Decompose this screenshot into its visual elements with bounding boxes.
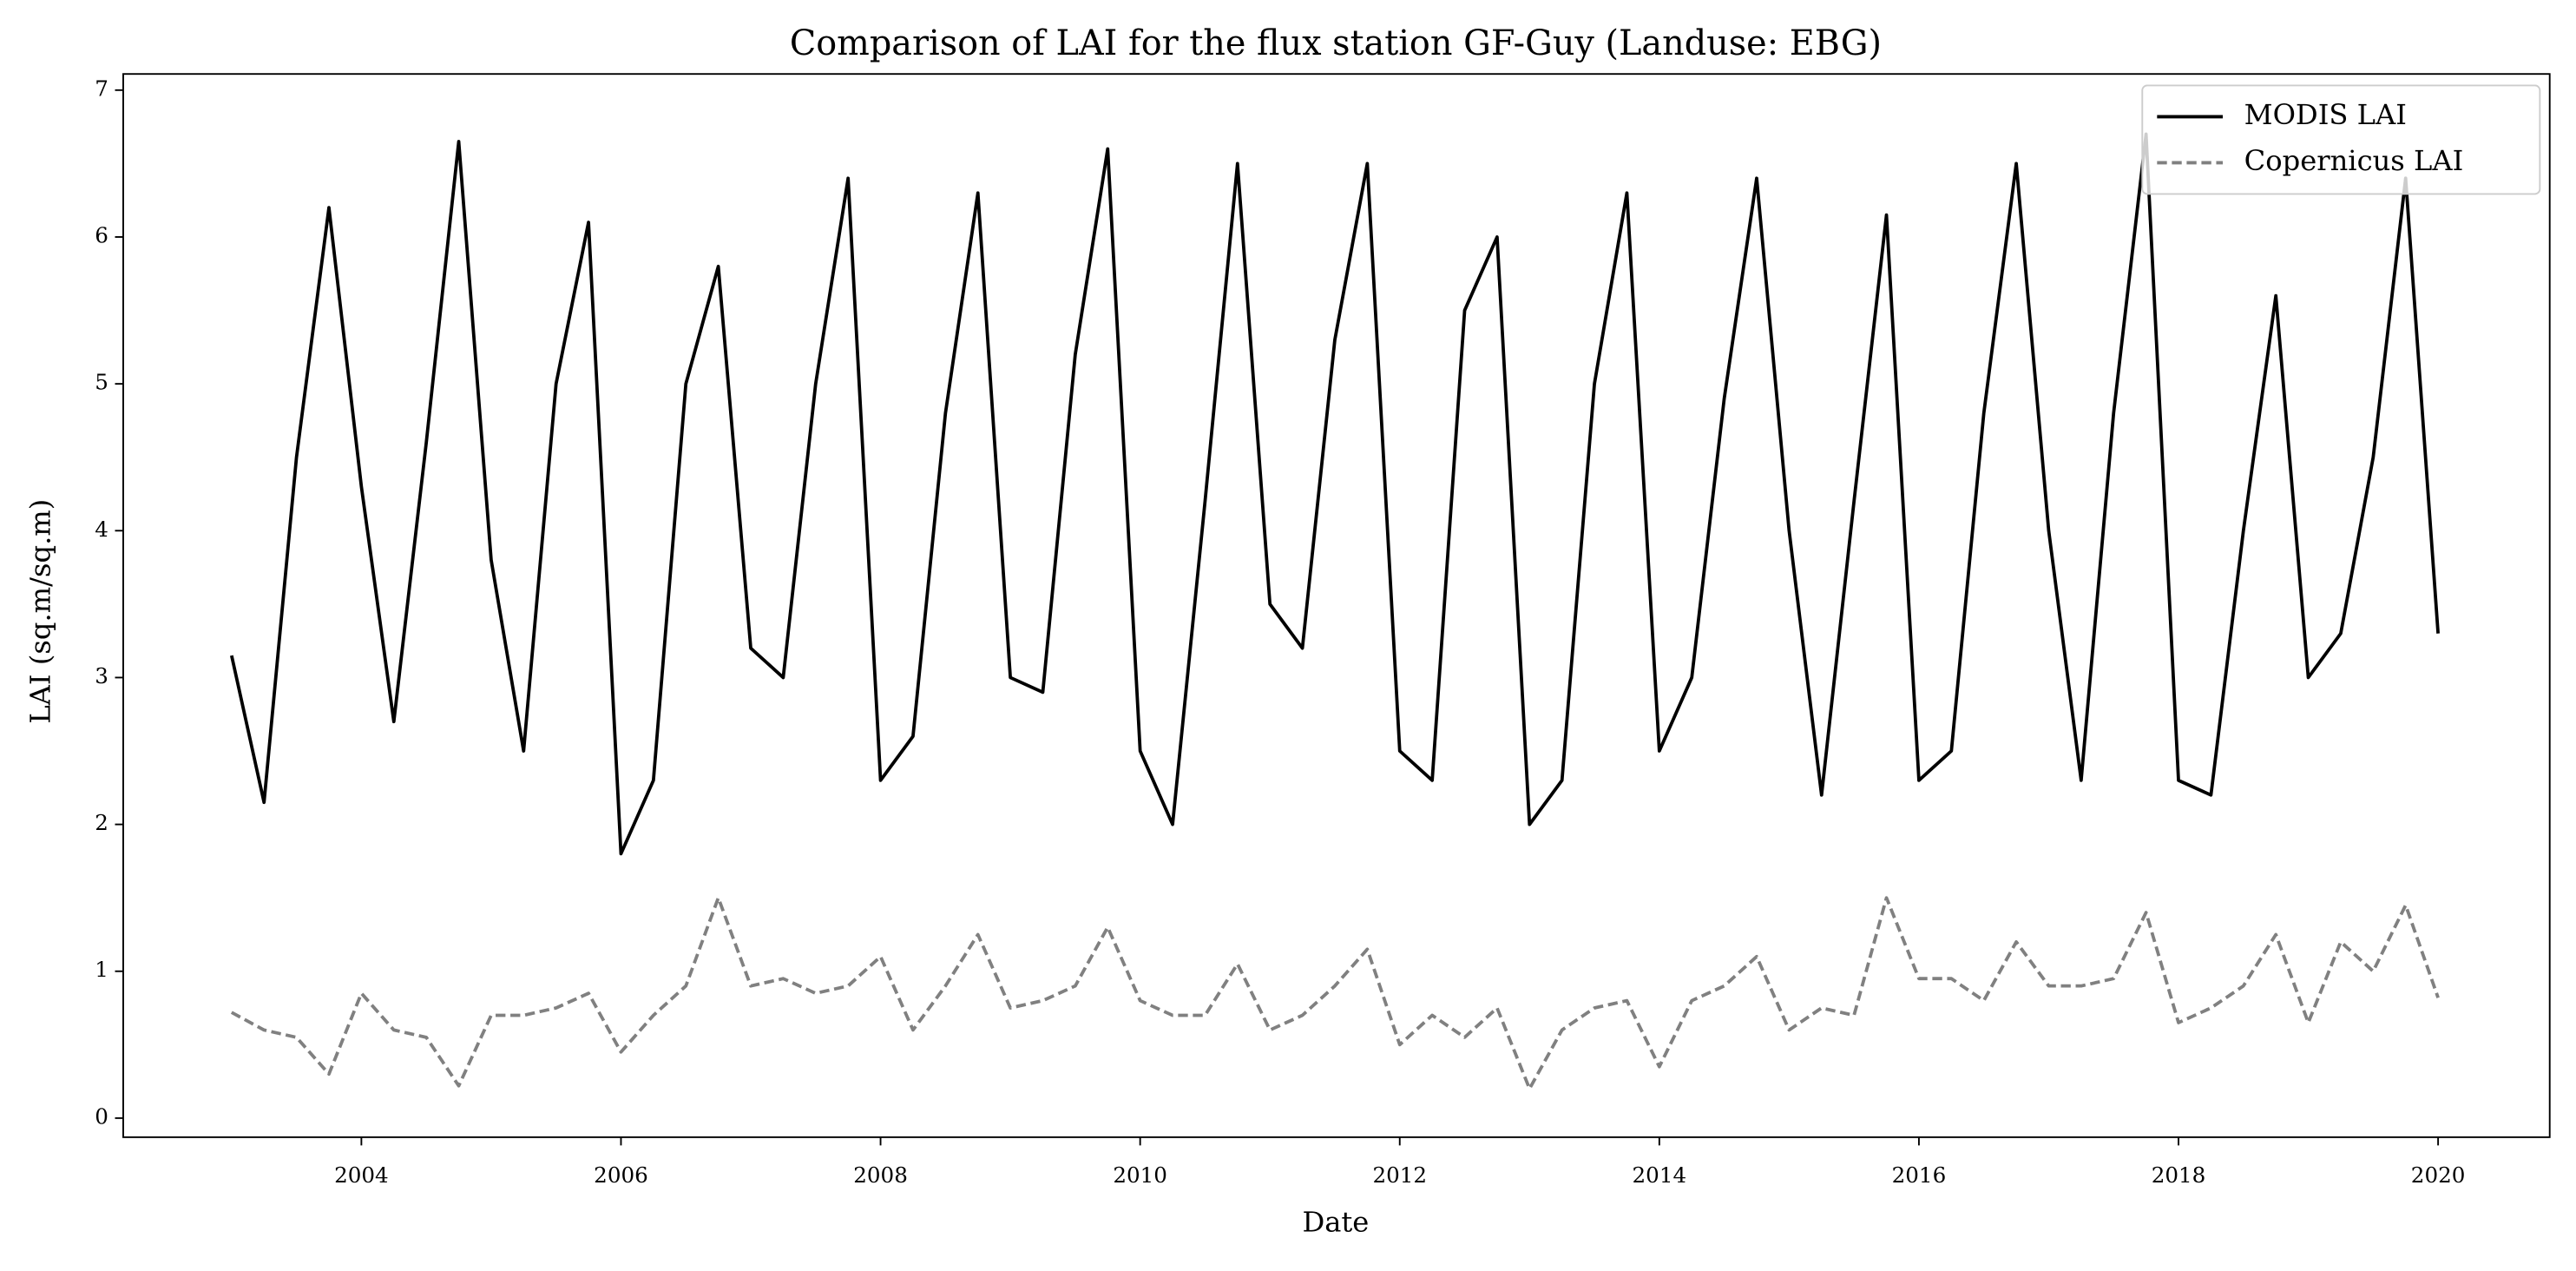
- x-tick-label: 2014: [1633, 1162, 1687, 1188]
- series-line: [229, 132, 2441, 856]
- y-tick-label: 3: [95, 663, 108, 688]
- x-tick-label: 2018: [2152, 1162, 2206, 1188]
- y-tick-label: 2: [95, 810, 108, 835]
- x-tick-label: 2006: [594, 1162, 648, 1188]
- plot-frame: [122, 73, 2551, 1138]
- x-tick-label: 2020: [2411, 1162, 2466, 1188]
- y-axis-label: LAI (sq.m/sq.m): [24, 499, 57, 724]
- series-line: [230, 896, 2440, 1090]
- legend-label: MODIS LAI: [2244, 98, 2407, 131]
- y-tick-label: 1: [95, 957, 108, 982]
- y-tick-label: 7: [95, 76, 108, 101]
- y-tick-label: 5: [95, 370, 108, 395]
- x-tick-label: 2008: [853, 1162, 908, 1188]
- x-tick-label: 2004: [334, 1162, 389, 1188]
- x-tick-label: 2012: [1372, 1162, 1427, 1188]
- x-tick-label: 2016: [1892, 1162, 1947, 1188]
- chart-title: Comparison of LAI for the flux station G…: [790, 23, 1882, 63]
- x-tick-label: 2010: [1113, 1162, 1167, 1188]
- x-axis-label: Date: [1302, 1206, 1369, 1239]
- legend-label: Copernicus LAI: [2244, 144, 2464, 177]
- y-tick-label: 4: [95, 517, 108, 542]
- legend-box: [2141, 84, 2541, 195]
- y-tick-label: 0: [95, 1103, 108, 1129]
- y-tick-label: 6: [95, 222, 108, 247]
